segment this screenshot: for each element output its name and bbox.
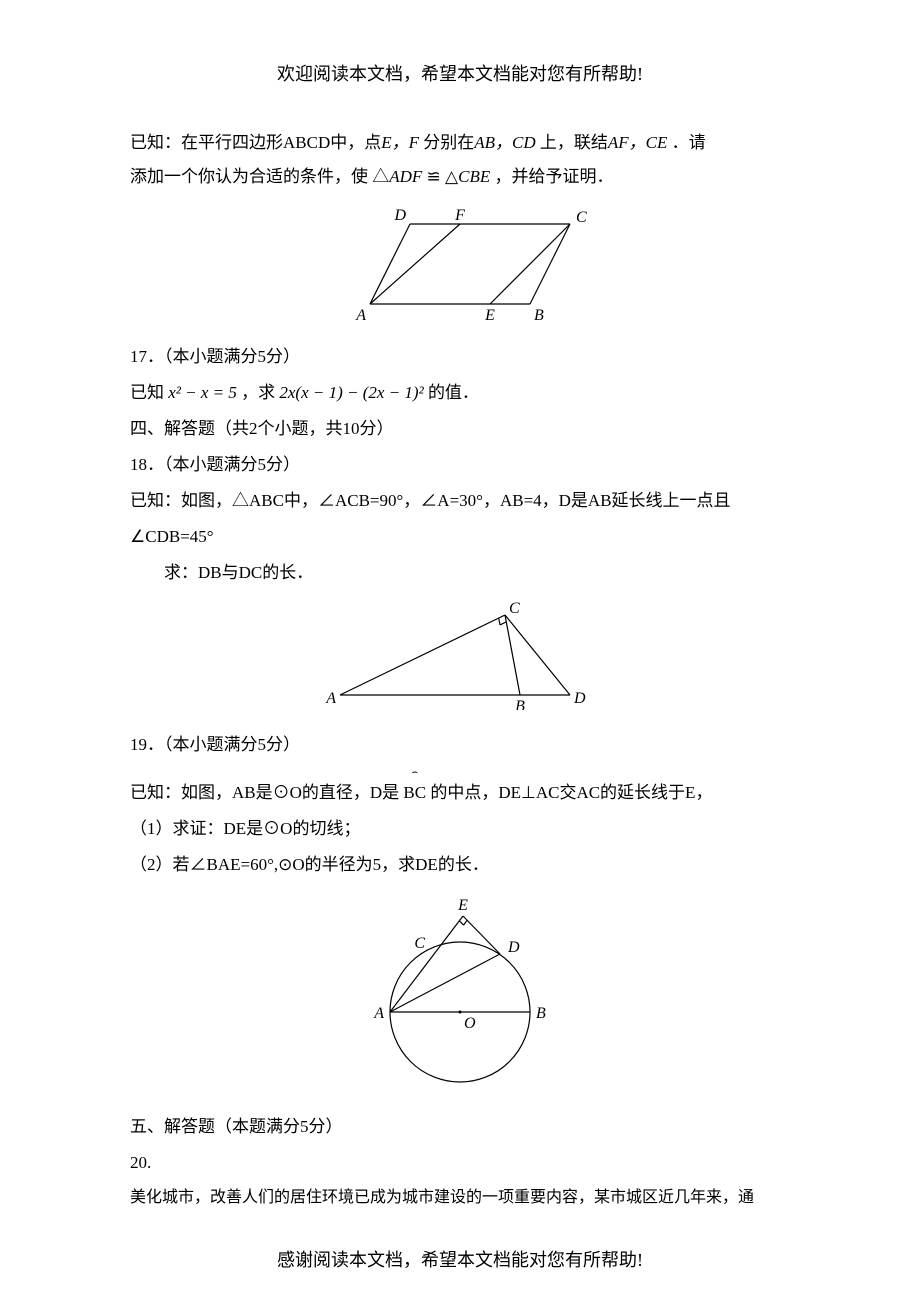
svg-text:C: C	[509, 600, 520, 617]
section4-heading: 四、解答题（共2个小题，共10分）	[130, 412, 790, 446]
arc-bc: ⌢BC	[403, 776, 426, 810]
q17-post: 的值．	[428, 383, 479, 402]
svg-text:B: B	[536, 1005, 546, 1022]
q17-eq2: 2x(x − 1) − (2x − 1)²	[275, 383, 428, 402]
intro-line2-post: ，并给予证明．	[490, 167, 613, 186]
q18-title: 18．（本小题满分5分）	[130, 448, 790, 482]
page-header: 欢迎阅读本文档，希望本文档能对您有所帮助!	[130, 60, 790, 86]
svg-text:B: B	[515, 698, 525, 710]
intro-paragraph: 已知：在平行四边形ABCD中，点E，F 分别在AB，CD 上，联结AF，CE ．…	[130, 126, 790, 194]
circle-svg: A B O C D E	[345, 892, 575, 1092]
svg-text:D: D	[393, 207, 406, 224]
parallelogram-svg: D F C A E B	[330, 204, 590, 322]
q20-number: 20.	[130, 1146, 790, 1180]
intro-ADF: ADF	[389, 167, 422, 186]
q19-pre: 已知：如图，AB是⊙O的直径，D是	[130, 783, 403, 802]
figure-circle: A B O C D E	[130, 892, 790, 1104]
q17-eq1: x² − x = 5	[164, 383, 241, 402]
svg-text:E: E	[484, 307, 495, 322]
q17-mid: ，求	[241, 383, 275, 402]
svg-text:O: O	[464, 1015, 476, 1032]
intro-line1-mid: 分别在	[419, 133, 474, 152]
q19-post: 的中点，DE⊥AC交AC的延长线于E，	[426, 783, 712, 802]
q18-line1: 已知：如图，△ABC中，∠ACB=90°，∠A=30°，AB=4，D是AB延长线…	[130, 484, 790, 518]
spacer	[130, 764, 790, 774]
intro-line1-end: ．请	[667, 133, 705, 152]
intro-EF: E，F	[381, 133, 419, 152]
intro-line2-pre: 添加一个你认为合适的条件，使 △	[130, 167, 389, 186]
page-footer: 感谢阅读本文档，希望本文档能对您有所帮助!	[0, 1246, 920, 1272]
q17-title: 17．（本小题满分5分）	[130, 340, 790, 374]
svg-text:D: D	[573, 690, 586, 707]
svg-text:C: C	[414, 935, 425, 952]
triangle-svg: A B D C	[310, 600, 610, 710]
intro-line1-post: 上，联结	[536, 133, 608, 152]
intro-AFCE: AF，CE	[608, 133, 668, 152]
svg-text:B: B	[534, 307, 544, 322]
svg-text:C: C	[576, 209, 587, 226]
figure-parallelogram: D F C A E B	[130, 204, 790, 334]
svg-text:A: A	[325, 690, 336, 707]
q18-line2: ∠CDB=45°	[130, 520, 790, 554]
svg-text:D: D	[507, 939, 520, 956]
intro-CBE: CBE	[458, 167, 490, 186]
arc-mark-icon: ⌢	[403, 770, 426, 776]
q20-text: 美化城市，改善人们的居住环境已成为城市建设的一项重要内容，某市城区近几年来，通	[130, 1182, 790, 1214]
body-content: 已知：在平行四边形ABCD中，点E，F 分别在AB，CD 上，联结AF，CE ．…	[130, 126, 790, 1214]
arc-bc-text: BC	[403, 783, 426, 802]
q19-title: 19．（本小题满分5分）	[130, 728, 790, 762]
q17-line: 已知 x² − x = 5 ，求 2x(x − 1) − (2x − 1)² 的…	[130, 376, 790, 410]
intro-line1-pre: 已知：在平行四边形ABCD中，点	[130, 133, 381, 152]
intro-ABCD: AB，CD	[474, 133, 535, 152]
q19-line1: 已知：如图，AB是⊙O的直径，D是 ⌢BC 的中点，DE⊥AC交AC的延长线于E…	[130, 776, 790, 810]
section5-heading: 五、解答题（本题满分5分）	[130, 1110, 790, 1144]
q19-sub2: （2）若∠BAE=60°,⊙O的半径为5，求DE的长．	[130, 848, 790, 882]
svg-text:A: A	[373, 1005, 384, 1022]
figure-triangle: A B D C	[130, 600, 790, 722]
document-page: 欢迎阅读本文档，希望本文档能对您有所帮助! 已知：在平行四边形ABCD中，点E，…	[0, 0, 920, 1302]
q18-ask: 求：DB与DC的长．	[130, 556, 790, 590]
q19-sub1: （1）求证：DE是⊙O的切线；	[130, 812, 790, 846]
svg-text:A: A	[355, 307, 366, 322]
svg-text:F: F	[454, 207, 465, 224]
svg-text:E: E	[457, 897, 468, 914]
intro-cong: ≌ △	[422, 167, 458, 186]
q17-pre: 已知	[130, 383, 164, 402]
